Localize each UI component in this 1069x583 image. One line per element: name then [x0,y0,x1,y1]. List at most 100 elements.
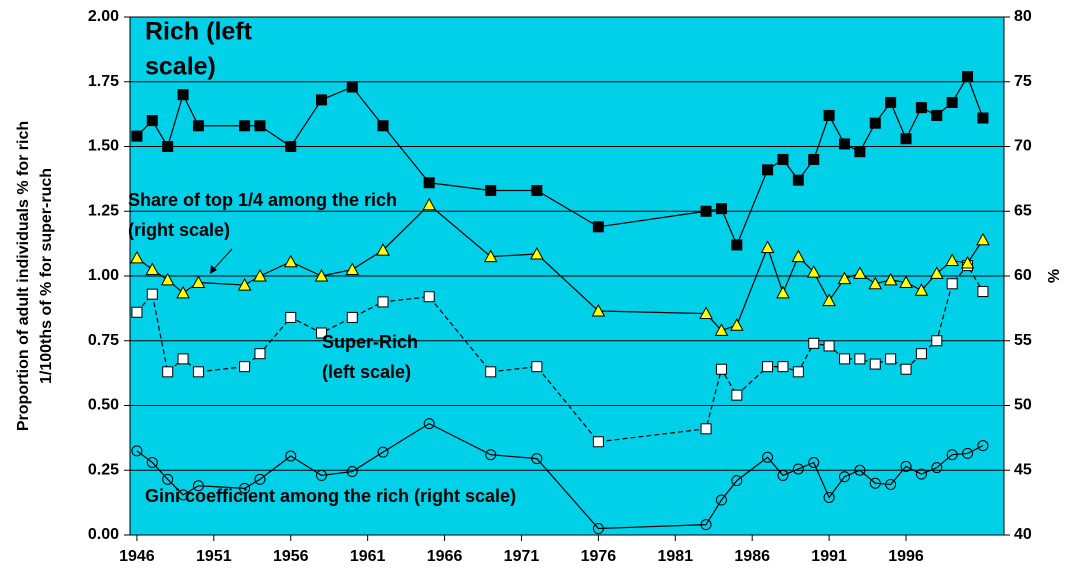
y2-tick-label: 65 [1014,202,1032,219]
marker [423,291,435,303]
marker [838,353,850,365]
marker [592,436,604,448]
marker [191,275,206,288]
marker [253,268,267,282]
marker [977,440,989,452]
marker [130,250,144,264]
marker [762,361,774,373]
marker [254,348,266,360]
annotation-arrowhead [210,265,217,274]
marker [530,246,544,260]
marker [915,102,927,114]
x-tick-label: 1961 [350,548,386,565]
marker [177,89,189,101]
marker [823,491,835,503]
x-tick-label: 1971 [504,548,540,565]
marker [777,469,789,481]
marker [700,519,712,531]
y2-tick-label: 40 [1014,526,1032,543]
marker [900,460,912,472]
x-tick-label: 1986 [734,548,770,565]
y2-tick-label: 55 [1014,332,1032,349]
marker [715,494,727,506]
marker [314,268,329,282]
marker [714,323,729,336]
y-tick-label: 1.75 [88,73,119,90]
y-tick-label: 1.00 [88,267,119,284]
series-annotation: Rich (left [145,18,253,46]
marker [239,361,251,373]
marker [485,366,497,378]
marker [700,205,712,217]
marker [346,311,358,323]
marker [377,120,389,132]
marker [776,285,790,299]
marker [885,353,897,365]
x-tick-label: 1981 [657,548,693,565]
marker [285,141,297,152]
marker [192,366,204,378]
marker [531,361,543,373]
marker [131,445,143,457]
x-tick-label: 1956 [273,548,309,565]
marker [162,366,174,378]
x-tick-label: 1991 [811,548,847,565]
y2-axis-label: % [1046,269,1063,283]
marker [177,353,189,365]
marker [192,120,204,132]
marker [791,249,806,263]
marker [946,449,958,461]
marker [962,71,974,83]
y-tick-label: 0.75 [88,332,119,349]
marker [592,221,604,233]
marker [868,276,883,290]
marker [731,389,743,401]
marker [808,153,820,165]
marker [592,523,604,535]
marker [853,266,867,279]
marker [177,489,189,501]
marker [808,456,820,468]
marker [962,447,974,459]
marker [838,138,850,150]
marker [316,469,328,481]
marker [699,306,713,320]
marker [160,272,175,286]
marker [808,337,820,349]
marker [929,266,944,279]
marker [531,453,543,465]
marker [700,423,712,435]
marker [960,256,975,269]
marker [346,81,358,93]
marker [346,466,358,478]
marker [422,197,437,211]
marker [823,109,835,121]
marker [806,265,821,278]
marker [762,164,774,176]
marker [869,358,881,370]
marker [239,482,251,494]
marker [762,451,774,463]
x-tick-label: 1946 [119,548,155,565]
marker [854,353,866,365]
marker [931,335,943,347]
marker [146,288,158,300]
marker [869,477,881,489]
marker [731,475,743,487]
marker [237,278,252,291]
series-annotation: Super-Rich [322,332,418,352]
marker [823,340,835,352]
y2-tick-label: 75 [1014,73,1032,90]
marker [285,450,297,462]
marker [900,133,912,145]
marker [915,348,927,360]
marker [239,120,251,132]
y2-tick-label: 60 [1014,267,1032,284]
marker [883,272,898,286]
y-tick-label: 0.00 [88,526,119,543]
marker [914,283,929,296]
marker [854,146,866,158]
marker [192,480,204,492]
marker [485,449,497,461]
series-annotation: scale) [145,53,216,81]
